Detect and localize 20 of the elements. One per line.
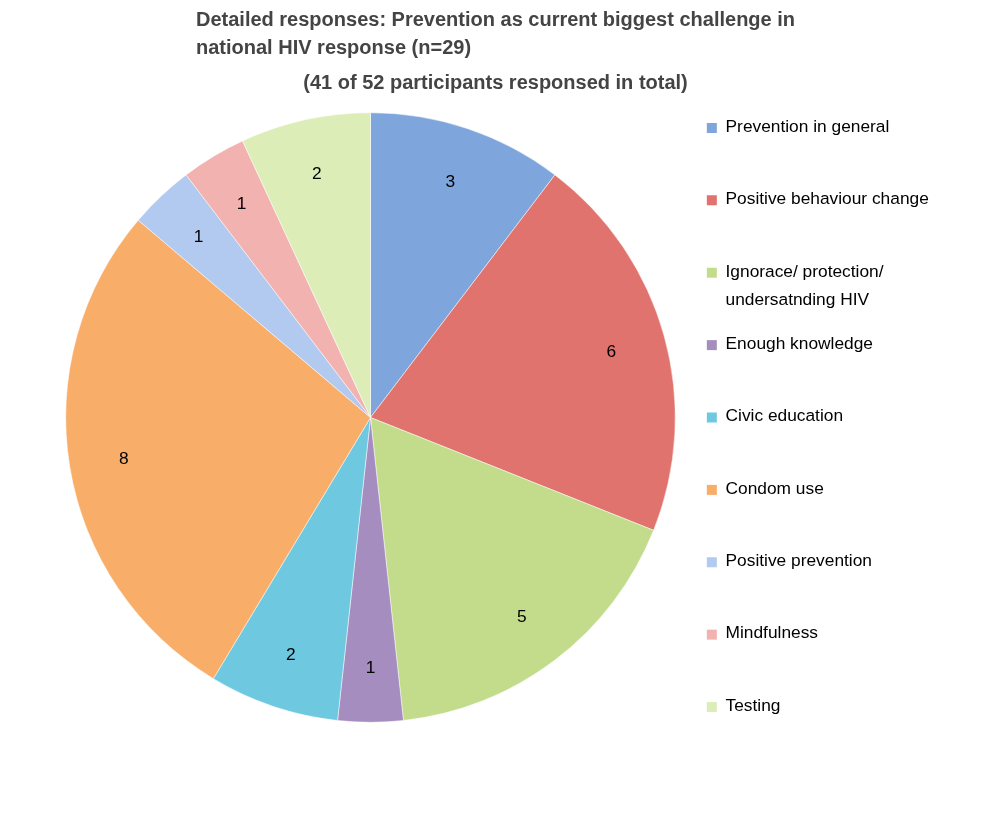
data-label: 3 (445, 170, 456, 191)
data-label: 6 (606, 340, 617, 361)
data-label: 2 (285, 644, 296, 665)
data-label: 5 (516, 606, 527, 627)
chart-title: Detailed responses: Prevention as current biggest challenge in national HIV response (n=29) (195, 7, 796, 59)
data-label: 1 (365, 657, 376, 678)
data-label: 1 (193, 226, 204, 247)
data-label: 8 (119, 447, 129, 468)
legend-label: Ignorace/ protection/ undersatnding HIV (725, 260, 884, 309)
legend-label: Positive behaviour change (725, 188, 929, 209)
legend-label: Civic education (725, 405, 844, 426)
data-label: 2 (311, 163, 322, 184)
legend-label: Condom use (725, 477, 824, 498)
chart-subtitle: (41 of 52 participants responsed in total) (303, 70, 688, 93)
legend-label: Enough knowledge (725, 332, 873, 353)
legend-label: Positive prevention (725, 550, 872, 571)
legend-label: Mindfulness (725, 622, 819, 643)
legend-label: Prevention in general (725, 115, 890, 136)
data-label: 1 (236, 193, 247, 214)
legend-label: Testing (725, 694, 781, 715)
